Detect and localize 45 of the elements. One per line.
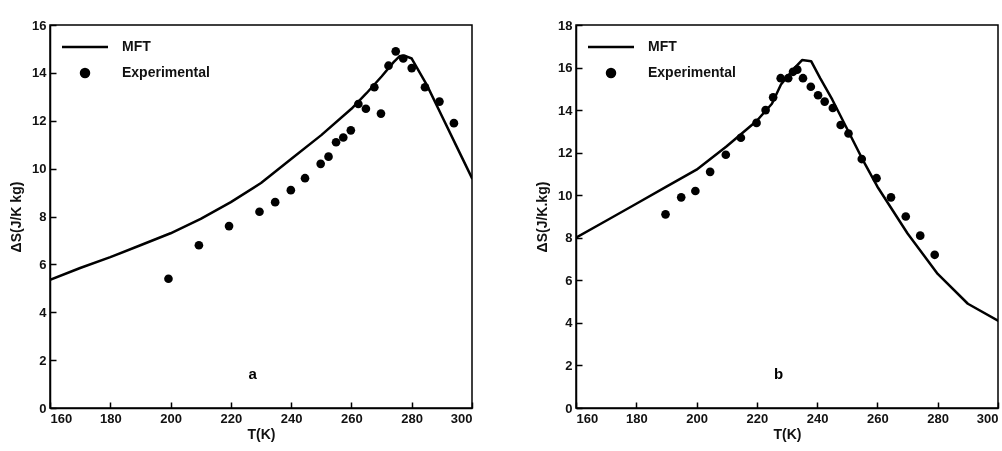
y-tick-label: 0 [39,400,47,416]
y-tick-label: 2 [565,357,573,373]
y-tick-label: 10 [558,187,573,203]
x-tick-label: 160 [576,410,599,426]
legend-label: Experimental [648,64,736,80]
y-tick-label: 18 [558,17,573,33]
legend-label: Experimental [122,64,210,80]
x-tick-label: 200 [160,410,182,426]
y-tick-label: 6 [565,272,573,288]
x-tick-label: 180 [99,410,122,426]
x-tick-label: 160 [50,410,73,426]
annotation: a [248,364,258,382]
x-tick-label: 220 [746,410,769,426]
y-tick-label: 8 [565,230,573,246]
y-tick-label: 2 [39,352,47,368]
y-tick-label: 4 [39,304,48,320]
x-tick-label: 280 [927,410,950,426]
x-axis-title: T(K) [247,425,276,442]
y-axis-title: ΔS(J/K.kg) [534,181,551,253]
x-tick-label: 240 [806,410,829,426]
legend-label: MFT [648,38,678,54]
y-tick-label: 16 [558,60,573,76]
x-tick-label: 300 [976,410,999,426]
y-tick-label: 16 [32,17,47,33]
y-axis-title: ΔS(J/K kg) [8,181,25,253]
y-tick-label: 6 [39,256,47,272]
y-tick-label: 14 [558,102,574,118]
y-tick-label: 14 [32,65,48,81]
y-tick-label: 12 [558,145,573,161]
x-tick-label: 220 [220,410,243,426]
x-tick-label: 180 [625,410,648,426]
x-tick-label: 200 [686,410,708,426]
y-tick-label: 0 [565,400,573,416]
x-tick-label: 260 [341,410,363,426]
y-tick-label: 8 [39,209,47,224]
x-tick-label: 300 [450,410,473,426]
annotation: b [773,364,784,382]
y-tick-label: 10 [32,161,47,177]
x-axis-title: T(K) [773,425,802,442]
x-tick-label: 260 [867,410,889,426]
legend-label: MFT [122,38,152,54]
y-tick-label: 4 [565,315,574,331]
x-tick-label: 280 [401,410,424,426]
x-tick-label: 240 [280,410,303,426]
y-tick-label: 12 [32,113,47,129]
